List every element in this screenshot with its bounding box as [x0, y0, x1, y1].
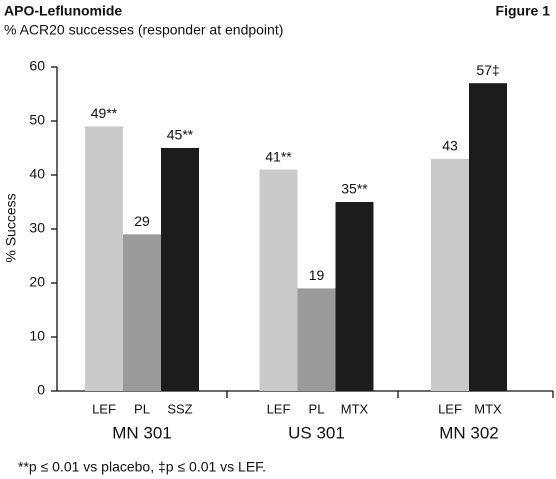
bar [259, 169, 298, 391]
value-label: 35** [341, 181, 368, 197]
bar [431, 158, 469, 391]
x-tick-label: LEF [92, 401, 116, 416]
y-axis-label: % Success [3, 193, 19, 262]
x-tick-label: PL [309, 401, 325, 416]
y-tick-label: 20 [29, 274, 45, 290]
x-tick-label: MTX [474, 401, 502, 416]
figure-label: Figure 1 [496, 3, 551, 19]
y-tick-label: 10 [29, 328, 45, 344]
x-tick-label: MTX [341, 401, 369, 416]
y-tick-label: 60 [29, 58, 45, 74]
value-label: 43 [442, 138, 458, 154]
bar [161, 148, 199, 391]
bar [469, 83, 507, 391]
group-label: MN 302 [439, 423, 499, 442]
value-label: 49** [91, 105, 118, 121]
x-tick-label: LEF [438, 401, 462, 416]
x-tick-label: LEF [267, 401, 291, 416]
y-tick-label: 50 [29, 112, 45, 128]
footnote: **p ≤ 0.01 vs placebo, ‡p ≤ 0.01 vs LEF. [18, 459, 266, 475]
group-label: US 301 [288, 423, 345, 442]
value-label: 45** [167, 127, 194, 143]
value-label: 19 [309, 267, 325, 283]
bar [85, 126, 123, 392]
y-tick-label: 0 [37, 382, 45, 398]
bar [335, 202, 374, 391]
bar [123, 234, 161, 391]
title: APO-Leflunomide [4, 3, 122, 19]
value-label: 29 [134, 213, 150, 229]
value-label: 41** [265, 148, 292, 164]
bar [297, 288, 336, 391]
group-label: MN 301 [112, 423, 172, 442]
y-tick-label: 30 [29, 220, 45, 236]
subtitle: % ACR20 successes (responder at endpoint… [4, 22, 283, 38]
x-tick-label: SSZ [167, 401, 192, 416]
value-label: 57‡ [476, 62, 499, 78]
y-tick-label: 40 [29, 166, 45, 182]
x-tick-label: PL [134, 401, 150, 416]
